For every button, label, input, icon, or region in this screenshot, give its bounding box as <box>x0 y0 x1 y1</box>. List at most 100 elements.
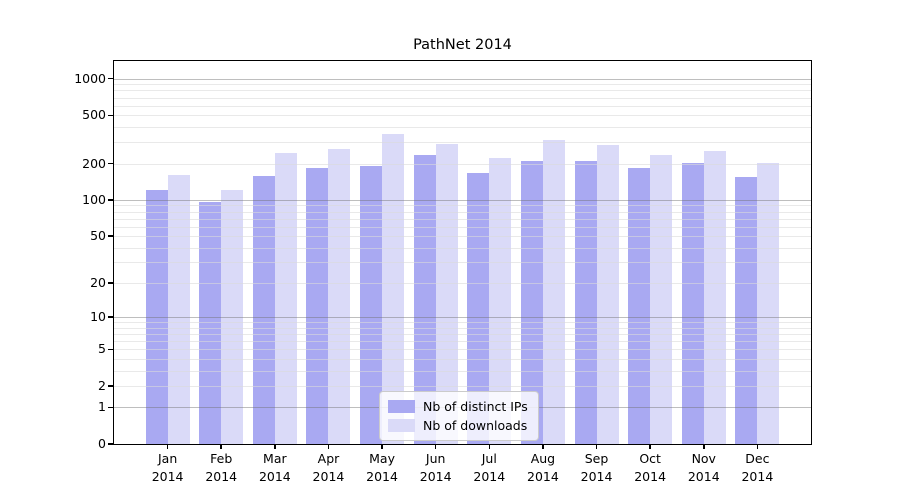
x-tick-label-jul: Jul 2014 <box>473 451 506 484</box>
gridline-minor <box>114 327 811 329</box>
x-tick-label-aug: Aug 2014 <box>527 451 559 484</box>
gridline-minor <box>114 283 811 285</box>
x-tick-label-feb: Feb 2014 <box>205 451 238 484</box>
gridline-minor <box>114 349 811 351</box>
y-tick-label: 50 <box>90 228 106 244</box>
gridline-minor <box>114 334 811 336</box>
gridline-minor <box>114 142 811 144</box>
y-tick-mark <box>108 406 113 409</box>
bar-ips-jan <box>145 190 168 444</box>
legend-swatch-downloads <box>388 419 415 432</box>
bar-downloads-oct <box>650 154 673 444</box>
x-tick-mark <box>756 444 759 449</box>
bar-ips-aug <box>520 160 543 444</box>
gridline-minor <box>114 105 811 107</box>
x-tick-label-dec: Dec 2014 <box>741 451 774 484</box>
bar-ips-oct <box>628 167 651 444</box>
bar-downloads-feb <box>221 189 244 444</box>
bar-ips-nov <box>681 163 704 444</box>
x-tick-label-mar: Mar 2014 <box>258 451 291 484</box>
y-tick-label: 20 <box>90 275 106 291</box>
gridline-minor <box>114 226 811 228</box>
bar-downloads-dec <box>757 163 780 444</box>
bar-ips-sep <box>574 160 597 444</box>
legend-label: Nb of distinct IPs <box>423 399 528 414</box>
x-tick-mark <box>381 444 383 449</box>
chart-title: PathNet 2014 <box>413 37 512 53</box>
x-tick-mark <box>220 444 222 449</box>
y-tick-label: 1 <box>98 399 106 415</box>
gridline-minor <box>114 205 811 207</box>
plot-area <box>113 60 812 445</box>
x-tick-label-jun: Jun 2014 <box>419 451 452 484</box>
bar-downloads-sep <box>596 145 619 444</box>
gridline-minor <box>114 115 811 117</box>
x-tick-mark <box>595 444 598 449</box>
legend-row: Nb of distinct IPs <box>388 397 528 416</box>
x-tick-mark <box>703 444 705 449</box>
bar-ips-apr <box>306 167 329 444</box>
bar-ips-jul <box>467 172 490 444</box>
gridline-major <box>114 317 811 319</box>
bar-downloads-jan <box>167 175 190 444</box>
x-tick-label-jan: Jan 2014 <box>151 451 184 484</box>
bar-downloads-aug <box>542 140 565 444</box>
gridline-minor <box>114 262 811 264</box>
y-tick-mark <box>108 77 113 80</box>
y-tick-label: 2 <box>98 377 106 393</box>
x-tick-mark <box>488 444 491 449</box>
legend-swatch-ips <box>388 400 415 413</box>
bar-downloads-nov <box>703 150 726 444</box>
chart-legend: Nb of distinct IPs Nb of downloads <box>379 391 539 441</box>
bar-ips-mar <box>252 175 275 444</box>
gridline-minor <box>114 211 811 213</box>
bar-downloads-mar <box>274 152 297 444</box>
x-tick-mark <box>649 444 651 449</box>
x-tick-mark <box>542 444 544 449</box>
legend-row: Nb of downloads <box>388 416 528 435</box>
gridline-minor <box>114 90 811 92</box>
y-tick-label: 1000 <box>74 70 106 86</box>
x-tick-label-apr: Apr 2014 <box>312 451 345 484</box>
x-tick-mark <box>327 444 330 449</box>
y-tick-label: 200 <box>82 155 106 171</box>
legend-label: Nb of downloads <box>423 418 528 433</box>
y-tick-mark <box>108 199 113 201</box>
gridline-minor <box>114 385 811 387</box>
x-tick-mark <box>274 444 276 449</box>
y-tick-label: 0 <box>98 436 106 451</box>
gridline-minor <box>114 358 811 360</box>
x-tick-label-nov: Nov 2014 <box>687 451 720 484</box>
gridline-minor <box>114 127 811 129</box>
gridline-minor <box>114 322 811 324</box>
gridline-minor <box>114 247 811 249</box>
gridline-minor <box>114 97 811 99</box>
bar-downloads-may <box>382 133 405 444</box>
gridline-minor <box>114 236 811 238</box>
y-tick-mark <box>108 348 113 350</box>
y-tick-mark <box>108 114 113 117</box>
bar-ips-may <box>360 166 383 444</box>
y-tick-label: 500 <box>82 107 106 123</box>
gridline-major <box>114 199 811 201</box>
bar-ips-dec <box>735 177 758 444</box>
gridline-major <box>114 78 811 80</box>
x-tick-label-sep: Sep 2014 <box>580 451 613 484</box>
x-tick-label-oct: Oct 2014 <box>634 451 667 484</box>
y-tick-mark <box>108 316 113 318</box>
bar-downloads-apr <box>328 149 351 444</box>
y-tick-label: 100 <box>82 191 106 207</box>
gridline-minor <box>114 84 811 86</box>
y-tick-mark <box>108 235 113 237</box>
x-tick-mark <box>434 444 437 449</box>
y-tick-mark <box>108 282 113 284</box>
gridline-minor <box>114 370 811 372</box>
y-tick-label: 10 <box>90 309 106 325</box>
y-tick-label: 5 <box>98 341 106 357</box>
x-tick-mark <box>166 444 169 449</box>
y-tick-mark <box>108 162 113 165</box>
gridline-minor <box>114 163 811 165</box>
bar-downloads-jul <box>489 158 512 444</box>
y-tick-mark <box>108 385 113 387</box>
